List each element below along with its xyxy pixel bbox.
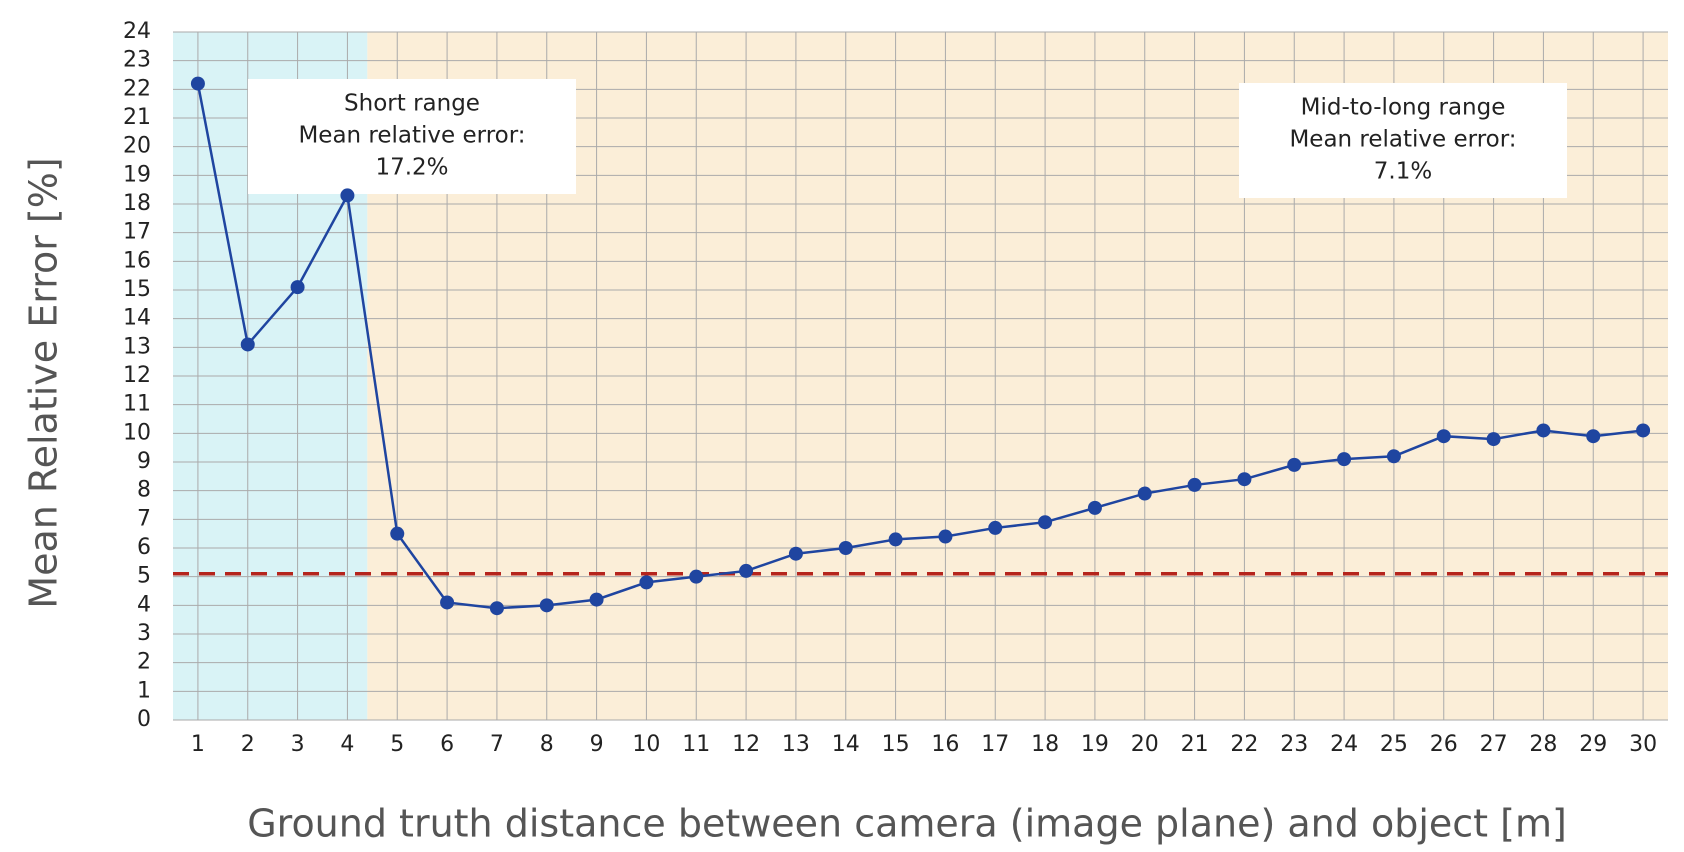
y-tick-label: 2 [137,650,151,675]
x-tick-label: 11 [682,732,710,757]
y-tick-label: 5 [137,564,151,589]
data-point [1187,477,1202,492]
data-point [739,563,754,578]
y-tick-label: 24 [123,19,151,44]
x-tick-label: 15 [882,732,910,757]
y-tick-label: 21 [123,105,151,130]
data-point [440,595,455,610]
y-tick-label: 14 [123,306,151,331]
x-tick-label: 2 [241,732,255,757]
x-tick-label: 7 [490,732,504,757]
y-tick-label: 12 [123,363,151,388]
annotation-text: 17.2% [375,155,448,181]
y-tick-label: 18 [123,191,151,216]
y-tick-label: 0 [137,707,151,732]
annotation-text: Mean relative error: [298,123,525,149]
annotation-text: Mid-to-long range [1301,95,1506,121]
x-tick-label: 27 [1480,732,1508,757]
data-point [1536,423,1551,438]
data-point [1337,452,1352,467]
x-tick-label: 4 [340,732,354,757]
y-tick-label: 17 [123,220,151,245]
x-tick-label: 6 [440,732,454,757]
data-point [290,280,305,295]
data-point [190,76,205,91]
x-tick-label: 14 [832,732,860,757]
x-axis-label: Ground truth distance between camera (im… [247,802,1567,846]
y-tick-label: 22 [123,76,151,101]
y-tick-label: 3 [137,621,151,646]
x-tick-label: 9 [590,732,604,757]
series-line [196,83,1644,610]
x-tick-label: 26 [1430,732,1458,757]
y-tick-label: 7 [137,506,151,531]
x-tick-label: 8 [540,732,554,757]
x-tick-label: 10 [632,732,660,757]
data-point [489,601,504,616]
x-tick-label: 25 [1380,732,1408,757]
y-tick-label: 6 [137,535,151,560]
y-tick-label: 23 [123,48,151,73]
x-tick-label: 16 [931,732,959,757]
x-tick-label: 28 [1529,732,1557,757]
annotation-text: 7.1% [1374,159,1432,185]
data-point [988,520,1003,535]
y-tick-label: 20 [123,134,151,159]
y-tick-label: 10 [123,420,151,445]
x-tick-label: 18 [1031,732,1059,757]
data-point [1087,500,1102,515]
data-point [788,546,803,561]
y-tick-label: 1 [137,678,151,703]
data-point [689,569,704,584]
y-tick-label: 19 [123,162,151,187]
data-point [1436,429,1451,444]
data-point [1038,515,1053,530]
annotation-text: Short range [344,91,480,117]
data-point [340,188,355,203]
data-point [639,575,654,590]
y-tick-label: 8 [137,478,151,503]
x-tick-label: 12 [732,732,760,757]
x-tick-label: 23 [1280,732,1308,757]
y-tick-label: 15 [123,277,151,302]
y-tick-label: 4 [137,592,151,617]
annotation-text: Mean relative error: [1289,127,1516,153]
x-tick-label: 30 [1629,732,1657,757]
data-point [1636,423,1651,438]
x-tick-label: 29 [1579,732,1607,757]
annotation-box [1239,83,1567,198]
y-tick-label: 11 [123,392,151,417]
x-tick-label: 3 [291,732,305,757]
data-point [1137,486,1152,501]
data-point [1386,449,1401,464]
x-tick-label: 17 [981,732,1009,757]
x-tick-label: 21 [1181,732,1209,757]
data-point [838,541,853,555]
annotation-box [248,79,576,194]
y-axis-label: Mean Relative Error [%] [22,157,66,608]
y-tick-label: 16 [123,248,151,273]
data-point [1287,457,1302,472]
x-tick-label: 19 [1081,732,1109,757]
y-tick-label: 13 [123,334,151,359]
y-tick-label: 9 [137,449,151,474]
x-tick-label: 24 [1330,732,1358,757]
data-point [1586,429,1601,444]
data-point [390,526,405,541]
x-tick-label: 5 [390,732,404,757]
data-point [539,598,554,613]
x-tick-label: 22 [1230,732,1258,757]
data-point [240,337,255,352]
x-tick-label: 1 [191,732,205,757]
data-point [589,592,604,607]
data-point [938,529,953,544]
data-point [1237,472,1252,487]
x-tick-label: 20 [1131,732,1159,757]
data-point [888,532,903,547]
data-point [1486,432,1501,447]
x-tick-label: 13 [782,732,810,757]
